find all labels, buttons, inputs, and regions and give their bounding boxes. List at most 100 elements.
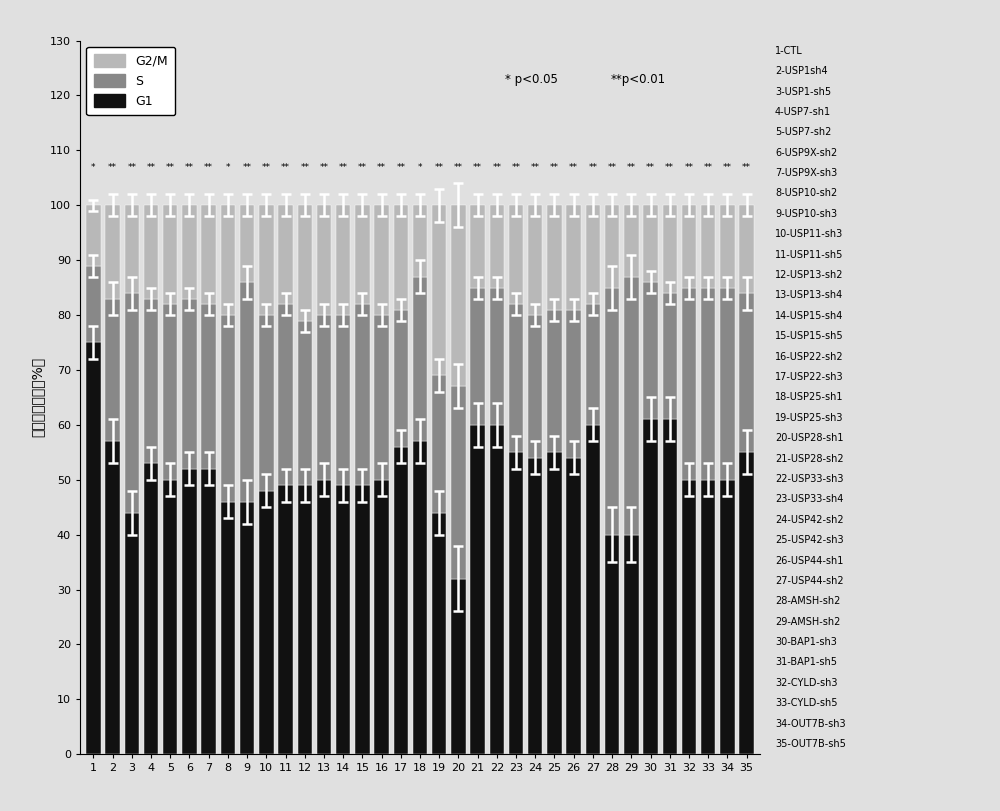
Text: **: ** <box>108 163 117 172</box>
Bar <box>413 277 427 441</box>
Bar <box>605 534 619 754</box>
Bar <box>355 205 370 304</box>
Bar <box>432 205 446 375</box>
Text: **: ** <box>185 163 194 172</box>
Text: **: ** <box>300 163 309 172</box>
Bar <box>298 205 312 320</box>
Text: **: ** <box>512 163 521 172</box>
Bar <box>105 205 120 298</box>
Bar <box>298 485 312 754</box>
Text: 3-USP1-sh5: 3-USP1-sh5 <box>775 87 831 97</box>
Text: **: ** <box>665 163 674 172</box>
Text: **: ** <box>435 163 444 172</box>
Bar <box>720 205 735 288</box>
Bar <box>182 298 197 469</box>
Text: 20-USP28-sh1: 20-USP28-sh1 <box>775 433 844 443</box>
Bar <box>278 485 293 754</box>
Text: 11-USP11-sh5: 11-USP11-sh5 <box>775 250 843 260</box>
Bar <box>221 315 235 502</box>
Bar <box>125 513 139 754</box>
Text: 26-USP44-sh1: 26-USP44-sh1 <box>775 556 843 565</box>
Bar <box>163 480 177 754</box>
Bar <box>221 502 235 754</box>
Y-axis label: 细胞周期分布（%）: 细胞周期分布（%） <box>30 358 44 437</box>
Text: **: ** <box>204 163 213 172</box>
Bar <box>201 469 216 754</box>
Text: **: ** <box>396 163 405 172</box>
Text: *: * <box>418 163 422 172</box>
Bar <box>509 205 523 304</box>
Bar <box>432 513 446 754</box>
Text: 4-USP7-sh1: 4-USP7-sh1 <box>775 107 831 117</box>
Text: *: * <box>91 163 96 172</box>
Bar <box>739 293 754 453</box>
Bar <box>278 205 293 304</box>
Bar <box>586 205 600 304</box>
Text: 23-USP33-sh4: 23-USP33-sh4 <box>775 495 843 504</box>
Text: **: ** <box>608 163 617 172</box>
Text: **: ** <box>723 163 732 172</box>
Text: 7-USP9X-sh3: 7-USP9X-sh3 <box>775 168 837 178</box>
Bar <box>739 205 754 293</box>
Bar <box>240 502 254 754</box>
Text: 16-USP22-sh2: 16-USP22-sh2 <box>775 352 844 362</box>
Bar <box>394 310 408 447</box>
Bar <box>451 386 466 578</box>
Text: 35-OUT7B-sh5: 35-OUT7B-sh5 <box>775 739 846 749</box>
Bar <box>125 293 139 513</box>
Bar <box>528 205 542 315</box>
Bar <box>701 288 715 480</box>
Bar <box>720 480 735 754</box>
Bar <box>682 288 696 480</box>
Bar <box>182 205 197 298</box>
Bar <box>490 425 504 754</box>
Bar <box>144 298 158 463</box>
Bar <box>605 205 619 288</box>
Text: 29-AMSH-sh2: 29-AMSH-sh2 <box>775 616 840 627</box>
Bar <box>86 342 101 754</box>
Bar <box>605 288 619 534</box>
Bar <box>509 304 523 453</box>
Bar <box>201 205 216 304</box>
Text: **: ** <box>742 163 751 172</box>
Text: 5-USP7-sh2: 5-USP7-sh2 <box>775 127 831 137</box>
Bar <box>663 419 677 754</box>
Text: **: ** <box>454 163 463 172</box>
Text: **: ** <box>166 163 175 172</box>
Text: **: ** <box>569 163 578 172</box>
Text: **: ** <box>339 163 348 172</box>
Bar <box>547 453 562 754</box>
Bar <box>566 310 581 457</box>
Bar <box>317 480 331 754</box>
Text: **: ** <box>704 163 713 172</box>
Text: **: ** <box>281 163 290 172</box>
Bar <box>259 205 274 315</box>
Bar <box>105 441 120 754</box>
Bar <box>259 315 274 491</box>
Bar <box>86 205 101 266</box>
Text: 28-AMSH-sh2: 28-AMSH-sh2 <box>775 596 840 607</box>
Text: **: ** <box>646 163 655 172</box>
Text: **: ** <box>377 163 386 172</box>
Bar <box>317 205 331 315</box>
Bar <box>720 288 735 480</box>
Text: 6-USP9X-sh2: 6-USP9X-sh2 <box>775 148 837 157</box>
Bar <box>259 491 274 754</box>
Text: *: * <box>226 163 230 172</box>
Text: 30-BAP1-sh3: 30-BAP1-sh3 <box>775 637 837 647</box>
Bar <box>374 480 389 754</box>
Bar <box>470 425 485 754</box>
Bar <box>278 304 293 485</box>
Text: 17-USP22-sh3: 17-USP22-sh3 <box>775 372 844 382</box>
Text: **: ** <box>262 163 271 172</box>
Bar <box>643 205 658 282</box>
Text: **: ** <box>627 163 636 172</box>
Bar <box>336 485 350 754</box>
Bar <box>182 469 197 754</box>
Bar <box>490 205 504 288</box>
Bar <box>144 205 158 298</box>
Bar <box>374 315 389 480</box>
Text: 31-BAP1-sh5: 31-BAP1-sh5 <box>775 658 837 667</box>
Text: 2-USP1sh4: 2-USP1sh4 <box>775 67 828 76</box>
Text: **: ** <box>319 163 328 172</box>
